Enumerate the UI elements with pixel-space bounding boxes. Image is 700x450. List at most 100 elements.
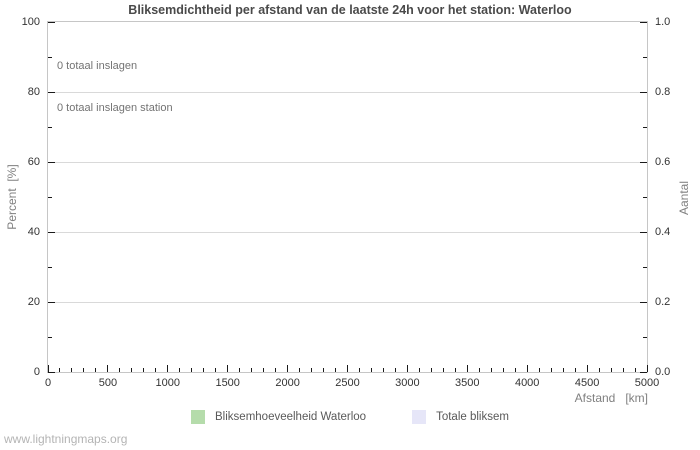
legend-label: Bliksemhoeveelheid Waterloo [215, 411, 367, 423]
y-right-minor-tick [643, 196, 647, 198]
plot-annotations: 0 totaal inslagen 0 totaal inslagen stat… [57, 31, 173, 143]
x-minor-tick [299, 368, 301, 372]
x-minor-tick [143, 368, 145, 372]
y-right-tick-label: 0.0 [655, 366, 671, 378]
x-tick-label: 500 [98, 377, 118, 389]
x-minor-tick [562, 368, 564, 372]
legend-label: Totale bliksem [436, 411, 509, 423]
x-minor-tick [478, 368, 480, 372]
x-tick-label: 0 [44, 377, 52, 389]
x-minor-tick [598, 368, 600, 372]
y-right-tick-label: 0.4 [655, 226, 671, 238]
x-minor-tick [502, 368, 504, 372]
x-minor-tick [239, 368, 241, 372]
x-minor-tick [203, 368, 205, 372]
x-minor-tick [251, 368, 253, 372]
x-minor-tick [59, 368, 61, 372]
y-left-major-tick [48, 91, 55, 93]
x-axis-label: Afstand [km] [574, 391, 648, 405]
y-right-tick-label: 0.6 [655, 156, 671, 168]
y-left-tick-label: 80 [27, 86, 40, 98]
y-right-minor-tick [643, 56, 647, 58]
legend-swatch [412, 410, 427, 424]
x-minor-tick [490, 368, 492, 372]
y-left-tick-label: 100 [21, 16, 40, 28]
y-right-major-tick [640, 231, 647, 233]
x-tick-label: 4000 [514, 377, 540, 389]
y-left-major-tick [48, 21, 55, 23]
legend: Bliksemhoeveelheid Waterloo Totale blikse… [0, 410, 700, 424]
gridline [48, 301, 647, 303]
y-left-major-tick [48, 371, 55, 373]
x-major-tick [646, 365, 648, 372]
x-tick-label: 3500 [455, 377, 480, 389]
x-tick-label: 2000 [275, 377, 300, 389]
y-right-minor-tick [643, 266, 647, 268]
gridline [48, 91, 647, 93]
y-left-minor-tick [48, 336, 52, 338]
y-right-major-tick [640, 301, 647, 303]
y-left-tick-label: 20 [27, 296, 40, 308]
x-major-tick [47, 365, 49, 372]
x-minor-tick [155, 368, 157, 372]
chart-title: Bliksemdichtheid per afstand van de laat… [128, 3, 572, 17]
x-minor-tick [83, 368, 85, 372]
x-minor-tick [514, 368, 516, 372]
legend-item: Bliksemhoeveelheid Waterloo [191, 410, 366, 424]
x-minor-tick [323, 368, 325, 372]
x-minor-tick [574, 368, 576, 372]
watermark-text: www.lightningmaps.org [4, 432, 128, 446]
x-minor-tick [191, 368, 193, 372]
x-minor-tick [335, 368, 337, 372]
y-left-major-tick [48, 231, 55, 233]
x-minor-tick [394, 368, 396, 372]
y-axis-right-label: Aantal [677, 180, 691, 216]
x-minor-tick [263, 368, 265, 372]
x-minor-tick [358, 368, 360, 372]
x-minor-tick [311, 368, 313, 372]
x-minor-tick [418, 368, 420, 372]
x-minor-tick [550, 368, 552, 372]
x-minor-tick [622, 368, 624, 372]
x-minor-tick [538, 368, 540, 372]
y-left-tick-label: 60 [27, 156, 40, 168]
y-right-minor-tick [643, 126, 647, 128]
x-minor-tick [215, 368, 217, 372]
y-left-tick-label: 0 [33, 366, 40, 378]
legend-swatch [191, 410, 206, 424]
x-minor-tick [454, 368, 456, 372]
x-minor-tick [179, 368, 181, 372]
x-minor-tick [382, 368, 384, 372]
x-major-tick [167, 365, 169, 372]
x-major-tick [287, 365, 289, 372]
y-right-major-tick [640, 91, 647, 93]
x-major-tick [107, 365, 109, 372]
x-minor-tick [430, 368, 432, 372]
x-minor-tick [610, 368, 612, 372]
annotation-total-strikes-station: 0 totaal inslagen station [57, 102, 173, 114]
y-left-minor-tick [48, 196, 52, 198]
x-major-tick [586, 365, 588, 372]
x-minor-tick [370, 368, 372, 372]
y-right-tick-label: 0.8 [655, 86, 671, 98]
y-right-major-tick [640, 161, 647, 163]
y-right-tick-label: 0.2 [655, 296, 671, 308]
x-minor-tick [71, 368, 73, 372]
y-left-tick-label: 40 [27, 226, 40, 238]
y-left-major-tick [48, 161, 55, 163]
x-minor-tick [131, 368, 133, 372]
x-minor-tick [119, 368, 121, 372]
y-left-minor-tick [48, 266, 52, 268]
x-tick-label: 5000 [634, 377, 660, 389]
x-minor-tick [95, 368, 97, 372]
x-major-tick [526, 365, 528, 372]
y-right-major-tick [640, 371, 647, 373]
x-major-tick [406, 365, 408, 372]
x-tick-label: 2500 [335, 377, 360, 389]
plot-area: 0 totaal inslagen 0 totaal inslagen stat… [22, 16, 671, 389]
gridline [48, 231, 647, 233]
x-tick-label: 3000 [395, 377, 420, 389]
x-major-tick [227, 365, 229, 372]
y-axis-left-label: Percent [%] [5, 164, 19, 230]
y-right-major-tick [640, 21, 647, 23]
